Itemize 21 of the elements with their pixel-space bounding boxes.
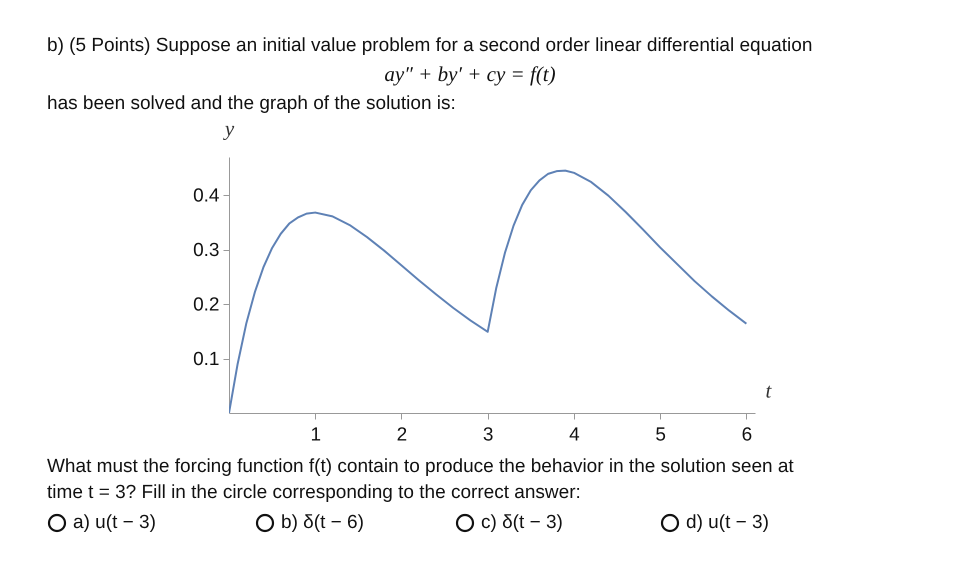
y-tick-label: 0.2 (193, 294, 220, 316)
text: a) u(t − 3) (73, 512, 156, 534)
text: c) δ(t − 3) (481, 512, 563, 534)
y-tick-label: 0.4 (193, 186, 220, 207)
x-tick-label: 6 (742, 424, 752, 446)
y-tick-label: 0.3 (193, 240, 220, 262)
text: ay″ + by′ + cy = f(t) (383, 62, 557, 87)
text: d) u(t − 3) (686, 512, 769, 534)
x-tick-label: 2 (396, 424, 408, 446)
text: What must the forcing function f(t) contain to produce the behavior in the solution seen at time t = 3? Fill in the circle corresponding to the correct answer: (47, 455, 795, 505)
text: b) δ(t − 6) (281, 512, 364, 534)
x-tick-label: 5 (655, 424, 666, 446)
line-series (229, 170, 748, 413)
x-tick-label: 4 (569, 424, 580, 446)
text: has been solved and the graph of the solution is: (47, 93, 456, 115)
x-tick-label: 1 (310, 424, 322, 446)
y-axis-title: y (222, 116, 235, 140)
chart-title: b) (5 Points) Suppose an initial value problem for a second order linear differential equation (47, 35, 812, 57)
x-axis-title: t (766, 378, 772, 402)
y-tick-label: 0.1 (193, 349, 220, 370)
x-tick-label: 3 (482, 424, 494, 446)
